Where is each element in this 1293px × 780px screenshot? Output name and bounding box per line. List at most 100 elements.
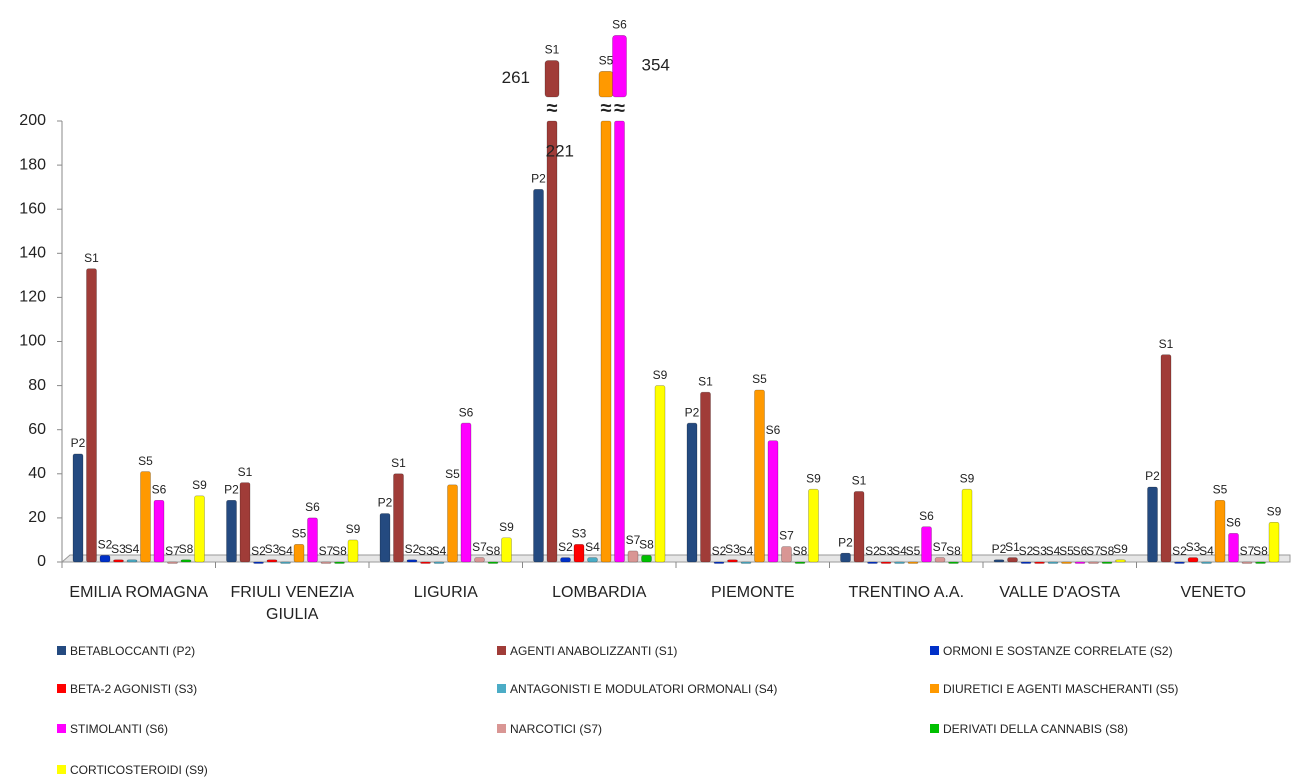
bar-group: P2 bbox=[71, 436, 86, 563]
bar-label: S8 bbox=[486, 544, 501, 558]
bar bbox=[1160, 354, 1172, 563]
bar bbox=[1047, 561, 1059, 564]
bar bbox=[1007, 557, 1018, 563]
bar-label: S6 bbox=[766, 423, 781, 437]
x-tick-label: PIEMONTE bbox=[710, 584, 795, 601]
floor bbox=[60, 554, 1291, 563]
legend-label: NARCOTICI (S7) bbox=[510, 722, 603, 736]
legend-item: ORMONI E SOSTANZE CORRELATE (S2) bbox=[930, 644, 1173, 658]
bar bbox=[781, 546, 792, 563]
bar-label: S2 bbox=[1019, 544, 1034, 558]
bar-label: S2 bbox=[712, 544, 727, 558]
bar bbox=[587, 557, 598, 563]
bar-group: P2 bbox=[992, 542, 1007, 563]
legend-label: BETA-2 AGONISTI (S3) bbox=[70, 682, 198, 696]
bar-group: S7 bbox=[933, 540, 948, 563]
bar bbox=[641, 555, 652, 563]
bar bbox=[560, 557, 571, 563]
y-tick-label: 60 bbox=[28, 421, 46, 438]
bar-group: S2 bbox=[405, 542, 420, 563]
value-label: 354 bbox=[642, 56, 670, 75]
break-mark: ≈ bbox=[601, 97, 612, 119]
bar-label: P2 bbox=[378, 496, 393, 510]
break-mark: ≈ bbox=[614, 97, 625, 119]
bar-group: P2 bbox=[1145, 469, 1160, 563]
bar-label: S8 bbox=[1100, 544, 1115, 558]
bar bbox=[961, 488, 973, 563]
legend-item: AGENTI ANABOLIZZANTI (S1) bbox=[497, 644, 677, 658]
bar-label: S9 bbox=[346, 522, 361, 536]
bar-label: S8 bbox=[332, 544, 347, 558]
bar bbox=[140, 471, 151, 563]
bar bbox=[126, 559, 138, 563]
bar-group: S7 bbox=[1086, 544, 1101, 564]
bar bbox=[654, 385, 666, 563]
bar-group: S7 bbox=[472, 540, 487, 563]
bar-group: S3 bbox=[111, 542, 126, 563]
y-tick-label: 80 bbox=[28, 377, 46, 394]
bar-label: S4 bbox=[125, 542, 140, 556]
bar bbox=[1034, 561, 1045, 564]
bar-label: S7 bbox=[779, 529, 794, 543]
bar bbox=[280, 561, 291, 564]
bar bbox=[894, 561, 905, 564]
bar-group: S4 bbox=[432, 544, 447, 564]
legend-swatch bbox=[57, 646, 66, 655]
bar-label: S7 bbox=[626, 533, 641, 547]
bar-label: S6 bbox=[305, 500, 320, 514]
y-tick-label: 0 bbox=[37, 553, 46, 570]
bar-group: P2 bbox=[685, 405, 700, 563]
bar bbox=[533, 189, 544, 563]
bar bbox=[948, 561, 959, 564]
bar bbox=[1268, 522, 1280, 563]
bar bbox=[614, 120, 625, 563]
bar-group: S9 bbox=[1113, 542, 1128, 563]
legend-swatch bbox=[497, 724, 506, 733]
y-tick-label: 40 bbox=[28, 465, 46, 482]
bar-group: ≈354 S6 bbox=[612, 18, 670, 563]
bar-group: S3 bbox=[1032, 544, 1047, 564]
bar bbox=[993, 559, 1005, 563]
bar bbox=[253, 561, 264, 564]
legend-label: STIMOLANTI (S6) bbox=[70, 722, 169, 736]
bar bbox=[226, 499, 237, 563]
bar bbox=[487, 561, 499, 564]
bar-label: S8 bbox=[639, 538, 654, 552]
bar bbox=[239, 482, 251, 563]
bar-group: S8 bbox=[179, 542, 194, 563]
legend-label: DIURETICI E AGENTI MASCHERANTI (S5) bbox=[943, 682, 1179, 696]
bar-group: S6 bbox=[766, 423, 781, 563]
bar-group: P2 bbox=[531, 172, 546, 563]
legend-item: ANTAGONISTI E MODULATORI ORMONALI (S4) bbox=[497, 682, 777, 696]
bar-label: S9 bbox=[806, 471, 821, 485]
bar-label: S6 bbox=[1226, 516, 1241, 530]
bar-group: S2 bbox=[712, 544, 727, 564]
bar-label: S5 bbox=[752, 372, 767, 386]
bar bbox=[266, 559, 278, 563]
bar-group: S9 bbox=[346, 522, 361, 563]
bar-label: S3 bbox=[418, 544, 433, 558]
bar-group: S1 bbox=[852, 474, 867, 563]
bar-group: S2 bbox=[251, 544, 266, 564]
bar bbox=[1074, 561, 1086, 564]
bar bbox=[1187, 557, 1199, 563]
bar bbox=[194, 495, 205, 563]
bar bbox=[1228, 533, 1239, 563]
bar-label: S3 bbox=[572, 527, 587, 541]
bar-group: S3 bbox=[725, 542, 740, 563]
bar-label: S9 bbox=[1113, 542, 1128, 556]
bar bbox=[740, 561, 752, 564]
bar-group: S6 bbox=[919, 509, 934, 563]
bar bbox=[501, 537, 512, 563]
bar-group: S2 bbox=[1172, 544, 1187, 564]
bar bbox=[867, 561, 878, 564]
bar-group: S4 bbox=[739, 544, 754, 564]
bar-group: S9 bbox=[1267, 504, 1282, 563]
value-label: 261 bbox=[502, 68, 530, 87]
bar-label: S4 bbox=[278, 544, 293, 558]
bar-label: P2 bbox=[992, 542, 1007, 556]
bar-group: S1 bbox=[391, 456, 406, 563]
y-tick-label: 140 bbox=[19, 245, 46, 262]
bar-group: P2 bbox=[838, 535, 853, 563]
bar-group: S2 bbox=[558, 540, 573, 563]
